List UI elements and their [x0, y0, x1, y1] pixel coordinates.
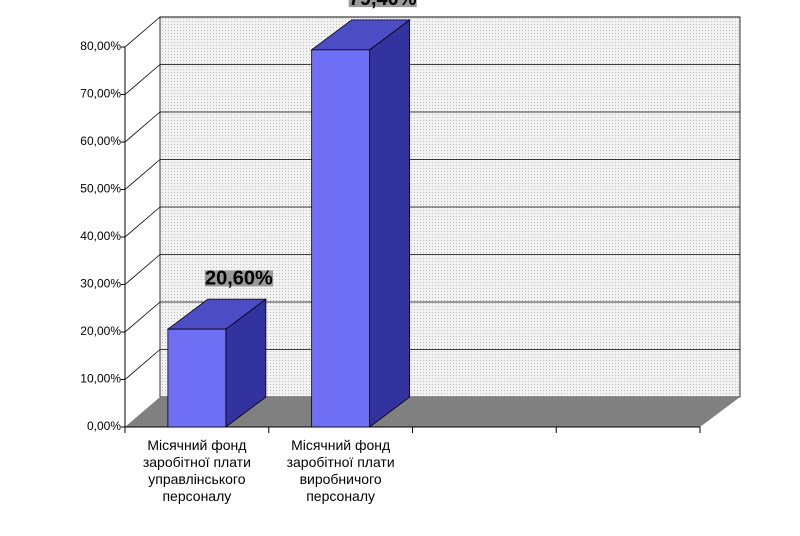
grid-line — [124, 64, 161, 95]
value-label-bg — [348, 0, 417, 8]
grid-line — [124, 349, 161, 380]
value-label: 79,40% — [349, 0, 417, 10]
bar — [311, 49, 371, 428]
x-tick-label: Місячний фонд заробітної плати управлінс… — [142, 437, 251, 504]
grid-line — [124, 301, 161, 333]
y-tick-label: 30,00% — [80, 277, 121, 291]
x-tick-label: Місячний фонд заробітної плати виробничо… — [286, 437, 395, 504]
bar — [167, 328, 227, 428]
grid-line — [124, 111, 161, 143]
grid-line — [124, 159, 161, 190]
y-tick-label: 80,00% — [80, 39, 121, 53]
value-label: 20,60% — [205, 267, 273, 289]
y-tick-label: 60,00% — [80, 134, 121, 148]
grid-line — [124, 16, 161, 48]
value-label-bg — [204, 270, 274, 287]
y-tick-label: 0,00% — [87, 419, 121, 433]
bar-side — [369, 19, 411, 428]
grid-line — [124, 254, 161, 285]
y-tick-label: 20,00% — [80, 324, 121, 338]
y-tick-label: 50,00% — [80, 182, 121, 196]
y-tick-label: 70,00% — [80, 87, 121, 101]
y-tick-label: 40,00% — [80, 229, 121, 243]
floor — [125, 397, 740, 427]
y-tick-label: 10,00% — [80, 372, 121, 386]
grid-line — [124, 206, 161, 238]
